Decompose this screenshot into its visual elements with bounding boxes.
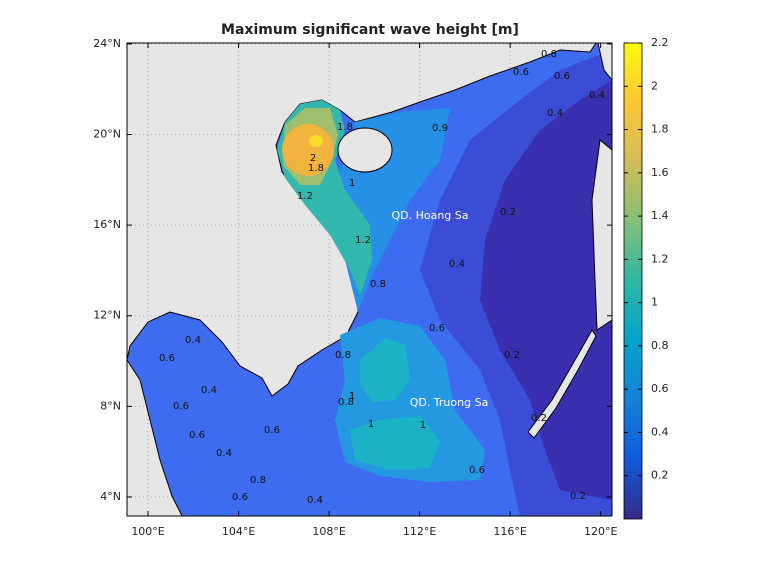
colorbar-label: 0.8 xyxy=(651,339,669,352)
contour-label: 0.8 xyxy=(370,279,386,290)
map-title: Maximum significant wave height [m] xyxy=(221,22,519,38)
lon-tick-label: 104°E xyxy=(222,525,255,538)
contour-label: 0.4 xyxy=(547,108,563,119)
colorbar-label: 0.4 xyxy=(651,425,669,438)
contour-label: 0.6 xyxy=(429,323,445,334)
lon-tick-label: 116°E xyxy=(493,525,526,538)
place-label: QD. Hoang Sa xyxy=(391,209,468,222)
contour-label: 1.8 xyxy=(337,122,353,133)
contour-label: 0.4 xyxy=(185,335,201,346)
contour-label: 0.2 xyxy=(570,491,586,502)
contour-label: 2 xyxy=(310,153,316,164)
contour-label: 1 xyxy=(349,178,355,189)
colorbar-label: 0.6 xyxy=(651,382,669,395)
contour-label: 0.4 xyxy=(201,385,217,396)
lat-tick-label: 12°N xyxy=(93,309,121,322)
lat-tick-label: 24°N xyxy=(93,37,121,50)
contour-label: 0.6 xyxy=(189,430,205,441)
contour-label: 1.8 xyxy=(308,163,324,174)
lat-tick-label: 4°N xyxy=(100,490,121,503)
colorbar-label: 2.2 xyxy=(651,36,669,49)
lon-tick-label: 108°E xyxy=(312,525,345,538)
colorbar-label: 1.8 xyxy=(651,123,669,136)
contour-label: 0.6 xyxy=(469,465,485,476)
contour-label: 0.2 xyxy=(531,413,547,424)
contour-label: 0.8 xyxy=(338,397,354,408)
contour-label: 0.6 xyxy=(554,71,570,82)
contour-label: 0.2 xyxy=(504,350,520,361)
contour-label: 0.4 xyxy=(307,495,323,506)
band-0-2 xyxy=(480,80,612,500)
colorbar-label: 1 xyxy=(651,296,658,309)
contour-label: 1 xyxy=(349,391,355,402)
hainan xyxy=(337,127,393,173)
lon-tick-label: 112°E xyxy=(403,525,436,538)
palawan xyxy=(527,329,597,439)
contour-label: 0.8 xyxy=(541,49,557,60)
taiwan xyxy=(597,43,612,81)
contour-label: 0.8 xyxy=(250,475,266,486)
band-1 xyxy=(350,338,440,470)
peak-core xyxy=(309,135,323,147)
contour-label: 0.6 xyxy=(159,353,175,364)
contour-label: 1 xyxy=(368,419,374,430)
lat-tick-label: 20°N xyxy=(93,128,121,141)
wave-field xyxy=(127,43,612,516)
contour-label: 0.6 xyxy=(232,492,248,503)
place-label: QD. Truong Sa xyxy=(410,396,489,409)
contour-label: 0.4 xyxy=(589,90,605,101)
contour-label: 1.2 xyxy=(297,191,313,202)
contour-label: 1.2 xyxy=(355,235,371,246)
luzon xyxy=(591,139,612,331)
colorbar-label: 0.2 xyxy=(651,469,669,482)
contour-label: 0.8 xyxy=(335,350,351,361)
contour-label: 0.6 xyxy=(173,401,189,412)
lat-tick-label: 16°N xyxy=(93,218,121,231)
contour-label: 0.6 xyxy=(513,67,529,78)
contour-label: 0.6 xyxy=(264,425,280,436)
colorbar xyxy=(623,42,643,520)
contour-label: 0.2 xyxy=(500,207,516,218)
contour-label: 0.4 xyxy=(216,448,232,459)
colorbar-label: 1.2 xyxy=(651,252,669,265)
lon-tick-label: 120°E xyxy=(584,525,617,538)
map-frame xyxy=(126,42,613,517)
colorbar-label: 1.6 xyxy=(651,166,669,179)
colorbar-label: 1.4 xyxy=(651,209,669,222)
lat-tick-label: 8°N xyxy=(100,399,121,412)
contour-labels: 0.80.6 0.60.40.40.91.821.811.20.21.20.40.… xyxy=(159,49,605,506)
contour-label: 1 xyxy=(420,420,426,431)
contour-label: 0.4 xyxy=(449,259,465,270)
contour-label: 0.9 xyxy=(432,123,448,134)
lon-tick-label: 100°E xyxy=(131,525,164,538)
colorbar-label: 2 xyxy=(651,79,658,92)
